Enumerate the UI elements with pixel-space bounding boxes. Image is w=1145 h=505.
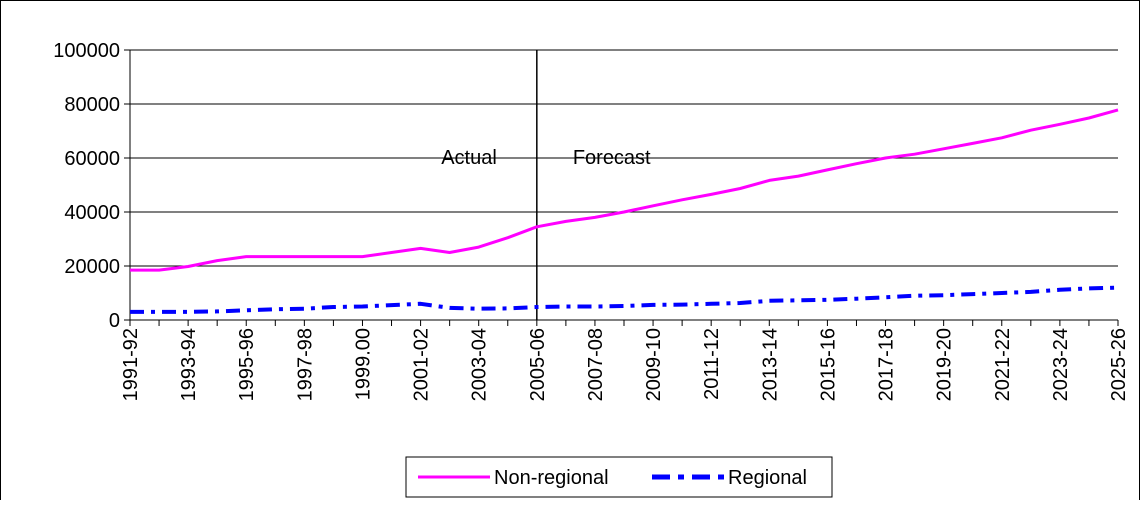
series-lines <box>130 108 1119 314</box>
x-tick-label: 2005-06 <box>527 328 549 401</box>
x-tick-label: 2009-10 <box>643 328 665 401</box>
x-tick-label: 2025-26 <box>1108 328 1130 401</box>
y-tick-label: 40000 <box>64 202 120 224</box>
series-line-non-regional <box>130 108 1119 272</box>
y-tick-label: 80000 <box>64 94 120 116</box>
y-tick-label: 20000 <box>64 256 120 278</box>
x-tick-label: 2021-22 <box>992 328 1014 401</box>
legend: Non-regional Regional <box>405 456 833 498</box>
x-tick-label: 2001-02 <box>411 328 433 401</box>
x-tick-label: 2015-16 <box>817 328 839 401</box>
legend-label-non-regional: Non-regional <box>494 467 609 489</box>
y-tick-label: 100000 <box>53 40 120 62</box>
y-tick-label: 0 <box>109 310 120 332</box>
x-tick-label: 1999.00 <box>352 328 374 400</box>
x-tick-label: 1997-98 <box>294 328 316 401</box>
x-tick-label: 2019-20 <box>934 328 956 401</box>
legend-label-regional: Regional <box>728 467 807 489</box>
x-tick-label: 1991-92 <box>120 328 142 401</box>
x-tick-label: 2011-12 <box>701 328 723 400</box>
annotation-actual: Actual <box>441 147 497 169</box>
annotation-forecast: Forecast <box>573 147 651 169</box>
y-tick-label: 60000 <box>64 148 120 170</box>
x-tick-label: 2017-18 <box>876 328 898 401</box>
x-tick-label: 2007-08 <box>585 328 607 401</box>
axes: 0 20000 40000 60000 80000 100000 1991-92 1993-9… <box>53 40 1130 401</box>
x-tick-label: 2003-04 <box>469 328 491 401</box>
x-tick-label: 2023-24 <box>1050 328 1072 401</box>
x-tick-label: 1995-96 <box>236 328 258 401</box>
x-tick-label: 2013-14 <box>759 328 781 401</box>
x-tick-label: 1993-94 <box>178 328 200 401</box>
series-line-regional <box>130 285 1119 314</box>
